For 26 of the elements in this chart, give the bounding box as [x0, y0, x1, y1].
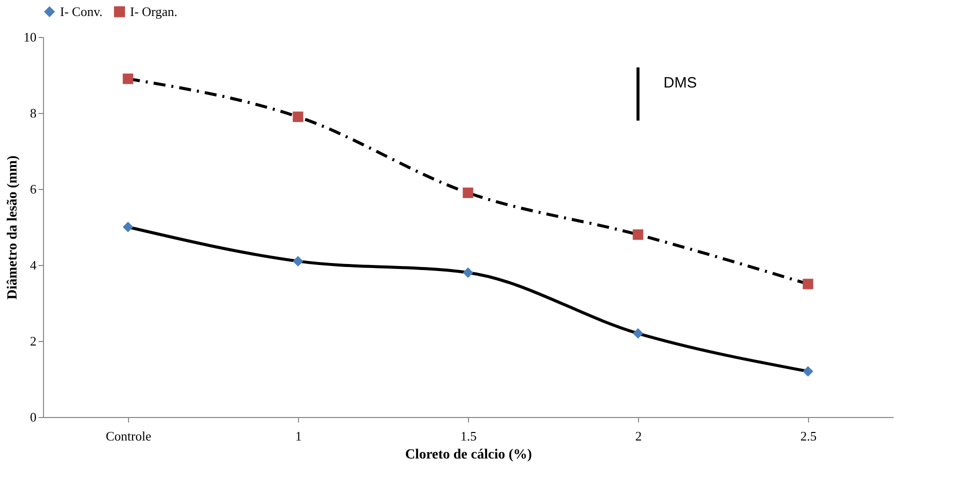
annotation: DMS: [664, 74, 697, 92]
y-tick-label: 2: [30, 334, 36, 348]
point: [122, 74, 134, 84]
point: [292, 256, 304, 266]
x-tick-label: 1.5: [460, 428, 477, 444]
point: [802, 366, 814, 377]
y-tick-label: 10: [24, 30, 36, 44]
y-tick-label: 8: [30, 106, 36, 120]
point: [802, 278, 814, 290]
y-tick-label: 0: [30, 410, 36, 424]
x-tick-label: 2.5: [800, 428, 817, 444]
x-tick-label: 2: [635, 428, 642, 444]
point: [462, 267, 474, 278]
x-axis-title: Cloreto de cálcio (%): [405, 448, 532, 462]
point: [632, 229, 644, 240]
x-tick-label: Controle: [106, 428, 152, 444]
legend-label: I- Conv.: [60, 4, 102, 19]
y-tick-label: 4: [30, 258, 37, 272]
point: [462, 188, 474, 198]
point: [122, 222, 134, 232]
legend-label: I- Organ.: [130, 4, 178, 19]
point: [292, 112, 304, 122]
x-tick-label: 1: [295, 428, 302, 444]
y-axis-title: Diâmetro da lesão (mm): [6, 155, 20, 300]
y-tick-label: 6: [30, 182, 37, 196]
point: [632, 328, 644, 339]
